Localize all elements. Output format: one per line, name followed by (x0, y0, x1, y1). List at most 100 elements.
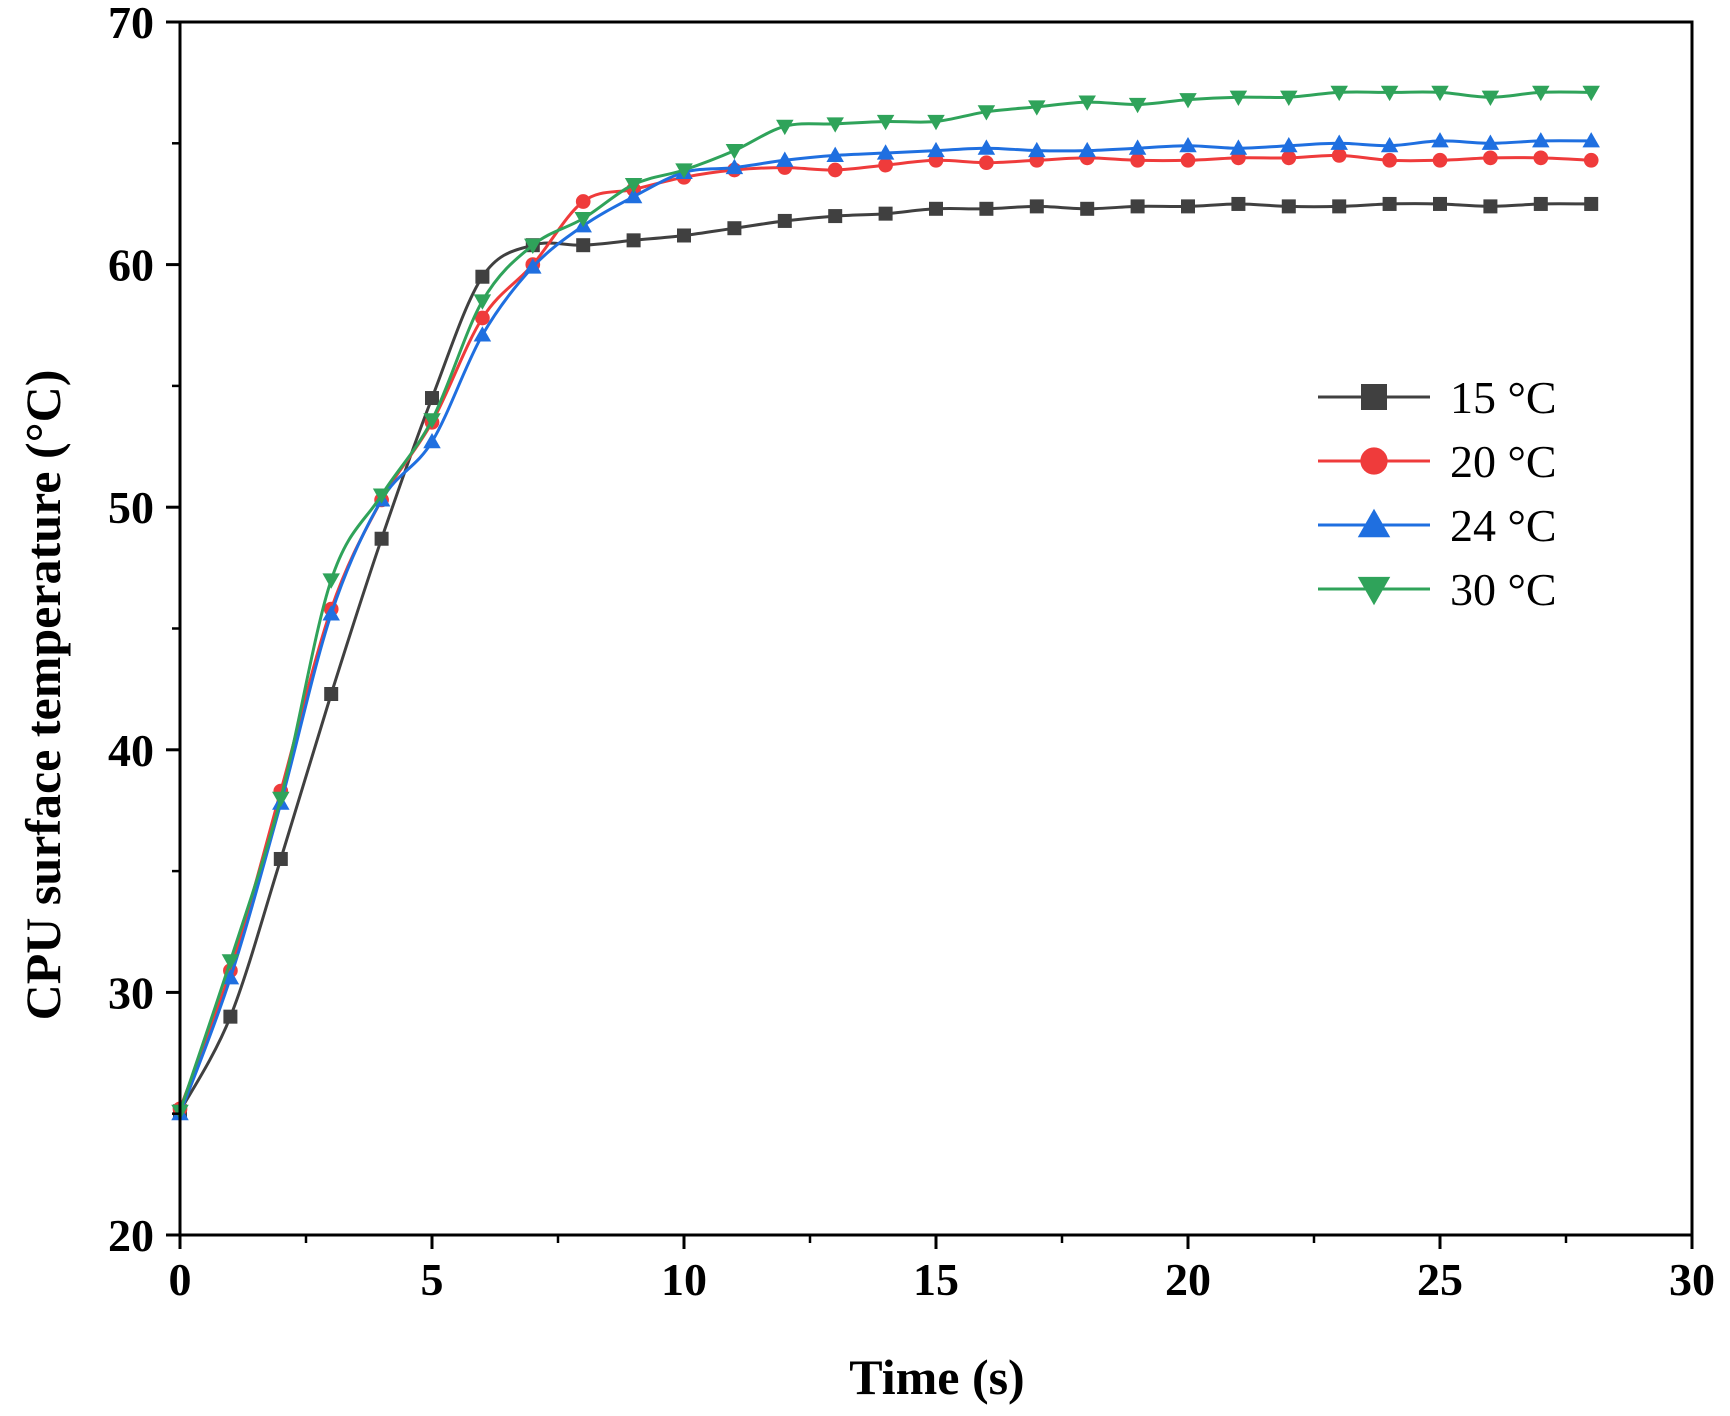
x-tick-label: 15 (913, 1254, 959, 1305)
data-point (626, 233, 641, 248)
data-point (1229, 90, 1248, 106)
data-point (475, 310, 490, 326)
x-tick-label: 25 (1417, 1254, 1463, 1305)
data-point (1130, 199, 1145, 214)
axes: 0 5 10 15 20 25 30 20 30 40 50 60 70 (108, 0, 1715, 1305)
series-2 (171, 132, 1600, 1121)
data-point (1432, 152, 1448, 168)
data-point (1029, 199, 1044, 214)
series-line (178, 139, 1592, 1115)
legend-item-3: 30 °C (1318, 564, 1557, 615)
data-point (677, 228, 691, 243)
x-tick-label: 0 (169, 1254, 192, 1305)
series-0 (173, 196, 1599, 1119)
data-point (574, 211, 592, 228)
data-point (828, 209, 843, 224)
data-point (1128, 139, 1147, 155)
y-tick-label: 70 (108, 0, 154, 48)
data-point (1433, 196, 1447, 211)
data-point (826, 146, 844, 162)
data-point (876, 114, 895, 131)
series-line (178, 90, 1592, 1112)
data-point (223, 1009, 238, 1024)
data-point (1382, 196, 1397, 211)
data-point (1028, 100, 1046, 116)
data-point (929, 201, 943, 216)
data-point (423, 413, 441, 429)
data-point (1280, 136, 1298, 153)
data-point (1483, 199, 1498, 214)
y-tick-label: 20 (108, 1210, 154, 1261)
data-point (475, 269, 490, 284)
data-point (1078, 141, 1096, 158)
data-point (776, 151, 794, 167)
data-point (1080, 201, 1095, 216)
data-point (675, 163, 693, 179)
data-point (827, 162, 843, 178)
data-point (1382, 152, 1397, 168)
data-point (1481, 134, 1500, 150)
data-point (1130, 152, 1145, 168)
data-point (322, 605, 340, 621)
data-point (1330, 134, 1348, 150)
data-point (423, 432, 441, 449)
data-point (624, 187, 643, 204)
data-point (1481, 90, 1500, 106)
data-point (1078, 95, 1096, 111)
data-point (576, 238, 591, 253)
data-point (979, 201, 994, 216)
x-tick-label: 10 (661, 1254, 707, 1305)
y-tick-label: 60 (108, 240, 154, 291)
legend-marker (1357, 576, 1391, 606)
series-1 (172, 148, 1599, 1117)
data-point (1330, 85, 1348, 102)
data-point (977, 105, 996, 121)
data-point (272, 791, 290, 808)
y-axis-title: CPU surface temperature (°C) (15, 370, 71, 1021)
data-point (221, 969, 240, 985)
data-point (1431, 132, 1449, 148)
y-tick-label: 30 (108, 967, 154, 1018)
series-3 (171, 85, 1600, 1121)
data-point (374, 531, 389, 546)
data-point (1533, 150, 1549, 166)
data-point (1281, 150, 1297, 166)
data-point (725, 144, 744, 160)
data-point (1332, 199, 1347, 214)
data-point (725, 158, 744, 175)
legend-marker (1360, 447, 1388, 475)
data-point (1128, 97, 1147, 114)
data-point (322, 573, 340, 589)
data-point (524, 258, 542, 274)
data-point (372, 488, 391, 504)
x-axis-title: Time (s) (849, 1349, 1024, 1405)
data-point (324, 687, 339, 702)
data-point (221, 954, 240, 970)
x-tick-label: 5 (421, 1254, 444, 1305)
data-point (927, 141, 945, 158)
data-point (776, 119, 794, 136)
data-point (425, 391, 439, 406)
data-point (1231, 196, 1246, 211)
data-point (979, 155, 994, 171)
data-point (1281, 199, 1296, 214)
data-point (1582, 85, 1600, 102)
data-point (1532, 132, 1550, 148)
data-point (1431, 85, 1449, 102)
y-tick-label: 40 (108, 725, 154, 776)
data-point (1181, 199, 1195, 214)
legend-item-2: 24 °C (1318, 500, 1557, 551)
data-point (777, 213, 792, 228)
legend-label: 20 °C (1450, 436, 1557, 487)
data-point (1179, 136, 1197, 153)
data-point (473, 326, 492, 342)
legend-label: 15 °C (1450, 372, 1557, 423)
data-point (1380, 85, 1399, 102)
data-point (1331, 148, 1347, 163)
series-line (178, 202, 1592, 1113)
data-point (1380, 136, 1399, 153)
data-point (1179, 93, 1197, 109)
data-point (473, 294, 492, 310)
legend-label: 30 °C (1450, 564, 1557, 615)
